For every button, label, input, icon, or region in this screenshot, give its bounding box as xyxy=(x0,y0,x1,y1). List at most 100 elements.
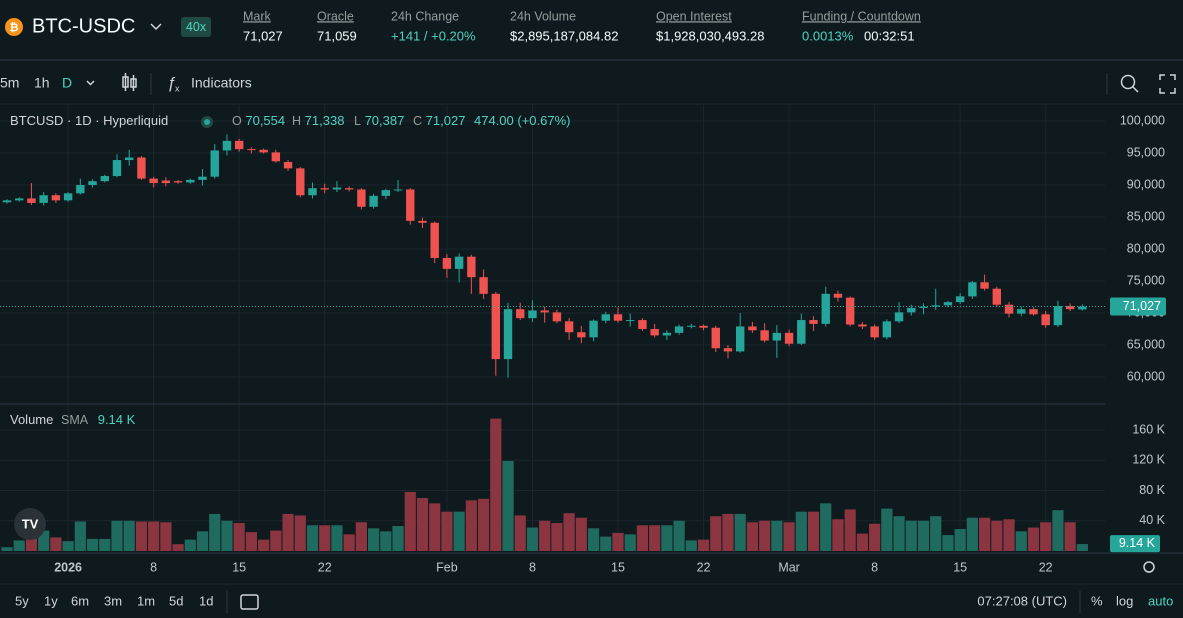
volume-bar xyxy=(759,520,771,551)
volume-sma: 9.14 K xyxy=(98,412,136,427)
percent-toggle[interactable]: % xyxy=(1091,593,1103,608)
interval[interactable]: 5m xyxy=(0,75,19,91)
volume-bar xyxy=(416,498,429,551)
candle-body xyxy=(222,140,232,151)
tv-logo[interactable] xyxy=(14,508,46,540)
stat-label: Open Interest xyxy=(656,9,732,23)
stat-value: +141 / +0.20% xyxy=(391,28,476,43)
x-tick-label: 22 xyxy=(697,560,711,574)
candle-body xyxy=(845,297,855,325)
range-button[interactable]: 3m xyxy=(104,593,122,608)
candle-body xyxy=(161,180,171,184)
price-tag: 71,027 xyxy=(1123,299,1161,313)
volume-bar xyxy=(258,539,270,551)
zoom-icon xyxy=(1132,86,1139,93)
legend-label: L xyxy=(354,114,361,128)
volume-bar xyxy=(465,500,477,551)
volume-bar xyxy=(392,526,404,551)
legend-label: H xyxy=(292,114,301,128)
volume-bar xyxy=(844,509,856,551)
candle-body xyxy=(112,160,122,177)
y-tick-label: 100,000 xyxy=(1120,113,1165,127)
indicators-button[interactable]: Indicators xyxy=(191,75,252,91)
candle-body xyxy=(760,330,769,341)
candle-body xyxy=(259,149,268,153)
fullscreen-icon[interactable] xyxy=(1159,74,1176,94)
volume-bar xyxy=(722,513,734,551)
fx-icon[interactable]: ƒ xyxy=(167,75,176,92)
candle-body xyxy=(858,324,867,327)
chart-type-button[interactable] xyxy=(122,73,137,91)
candle-body xyxy=(1004,304,1014,314)
volume-bar xyxy=(563,513,575,551)
price-tag-bg xyxy=(1110,297,1166,316)
btc-glyph: ₿ xyxy=(10,22,19,34)
candle-body xyxy=(674,326,684,333)
interval-active[interactable]: D xyxy=(62,75,72,91)
volume-bar xyxy=(991,520,1003,551)
candle-body xyxy=(125,157,134,161)
range-button[interactable]: 5y xyxy=(15,593,29,608)
volume-bar xyxy=(1,547,13,551)
volume-bar xyxy=(1076,544,1088,551)
volume-bar xyxy=(50,537,62,551)
legend-label: C xyxy=(413,114,422,128)
volume-bar xyxy=(282,513,294,551)
volume-bar xyxy=(86,538,99,551)
range-button[interactable]: 6m xyxy=(71,593,89,608)
volume-bar xyxy=(673,520,685,551)
auto-toggle[interactable]: auto xyxy=(1148,593,1173,608)
volume-bar xyxy=(404,491,416,551)
range-button[interactable]: 1m xyxy=(137,593,155,608)
volume-bar xyxy=(807,511,820,551)
x-tick-label: 8 xyxy=(150,560,157,574)
candle-body xyxy=(687,325,696,327)
candle-body xyxy=(882,321,892,338)
volume-bar xyxy=(441,511,453,551)
leverage-badge xyxy=(181,17,211,37)
volume-bar xyxy=(38,530,50,551)
candle-body xyxy=(454,256,464,269)
footer: 5y 1y 6m 3m 1m 5d 1d 07:27:08 (UTC) % lo… xyxy=(15,591,1173,613)
stat-label: Funding / Countdown xyxy=(802,9,921,23)
candle-body xyxy=(137,157,146,179)
range-button[interactable]: 5d xyxy=(169,593,183,608)
range-button[interactable]: 1d xyxy=(199,593,213,608)
candle-body xyxy=(833,293,843,298)
zoom-icon[interactable] xyxy=(1120,74,1136,90)
volume-bar xyxy=(600,536,612,551)
volume-bar xyxy=(306,525,319,551)
candle-body xyxy=(784,332,794,344)
interval-dropdown[interactable] xyxy=(86,80,95,86)
candle-body xyxy=(516,309,525,319)
interval[interactable]: 1h xyxy=(34,75,50,91)
candle-body xyxy=(736,326,745,352)
volume-bar xyxy=(661,525,673,551)
settings-icon[interactable] xyxy=(1143,561,1155,573)
volume-bar xyxy=(209,513,221,551)
candle-body xyxy=(638,320,647,330)
tv-logo: TV xyxy=(22,516,39,531)
volume-bar xyxy=(514,515,526,551)
symbol-dropdown[interactable] xyxy=(150,23,162,31)
log-toggle[interactable]: log xyxy=(1116,593,1133,608)
symbol[interactable]: BTC-USDC xyxy=(32,15,135,37)
candle-body xyxy=(418,220,427,223)
date-range-icon[interactable] xyxy=(240,594,259,610)
volume-bar xyxy=(343,534,355,551)
candle-body xyxy=(247,149,256,151)
candle-body xyxy=(955,296,965,303)
range-button[interactable]: 1y xyxy=(44,593,58,608)
y-tick-label: 160 K xyxy=(1132,422,1165,436)
y-tick-label: 85,000 xyxy=(1127,209,1165,223)
candle-body xyxy=(870,326,879,338)
stat-value: $2,895,187,084.82 xyxy=(510,28,618,43)
volume-bar xyxy=(1040,522,1052,551)
candle-body xyxy=(992,288,1002,305)
candle-body xyxy=(809,320,818,324)
volume-bar xyxy=(710,516,722,551)
volume-bar xyxy=(25,534,38,551)
candle-body xyxy=(332,187,342,190)
candle-body xyxy=(552,312,562,322)
